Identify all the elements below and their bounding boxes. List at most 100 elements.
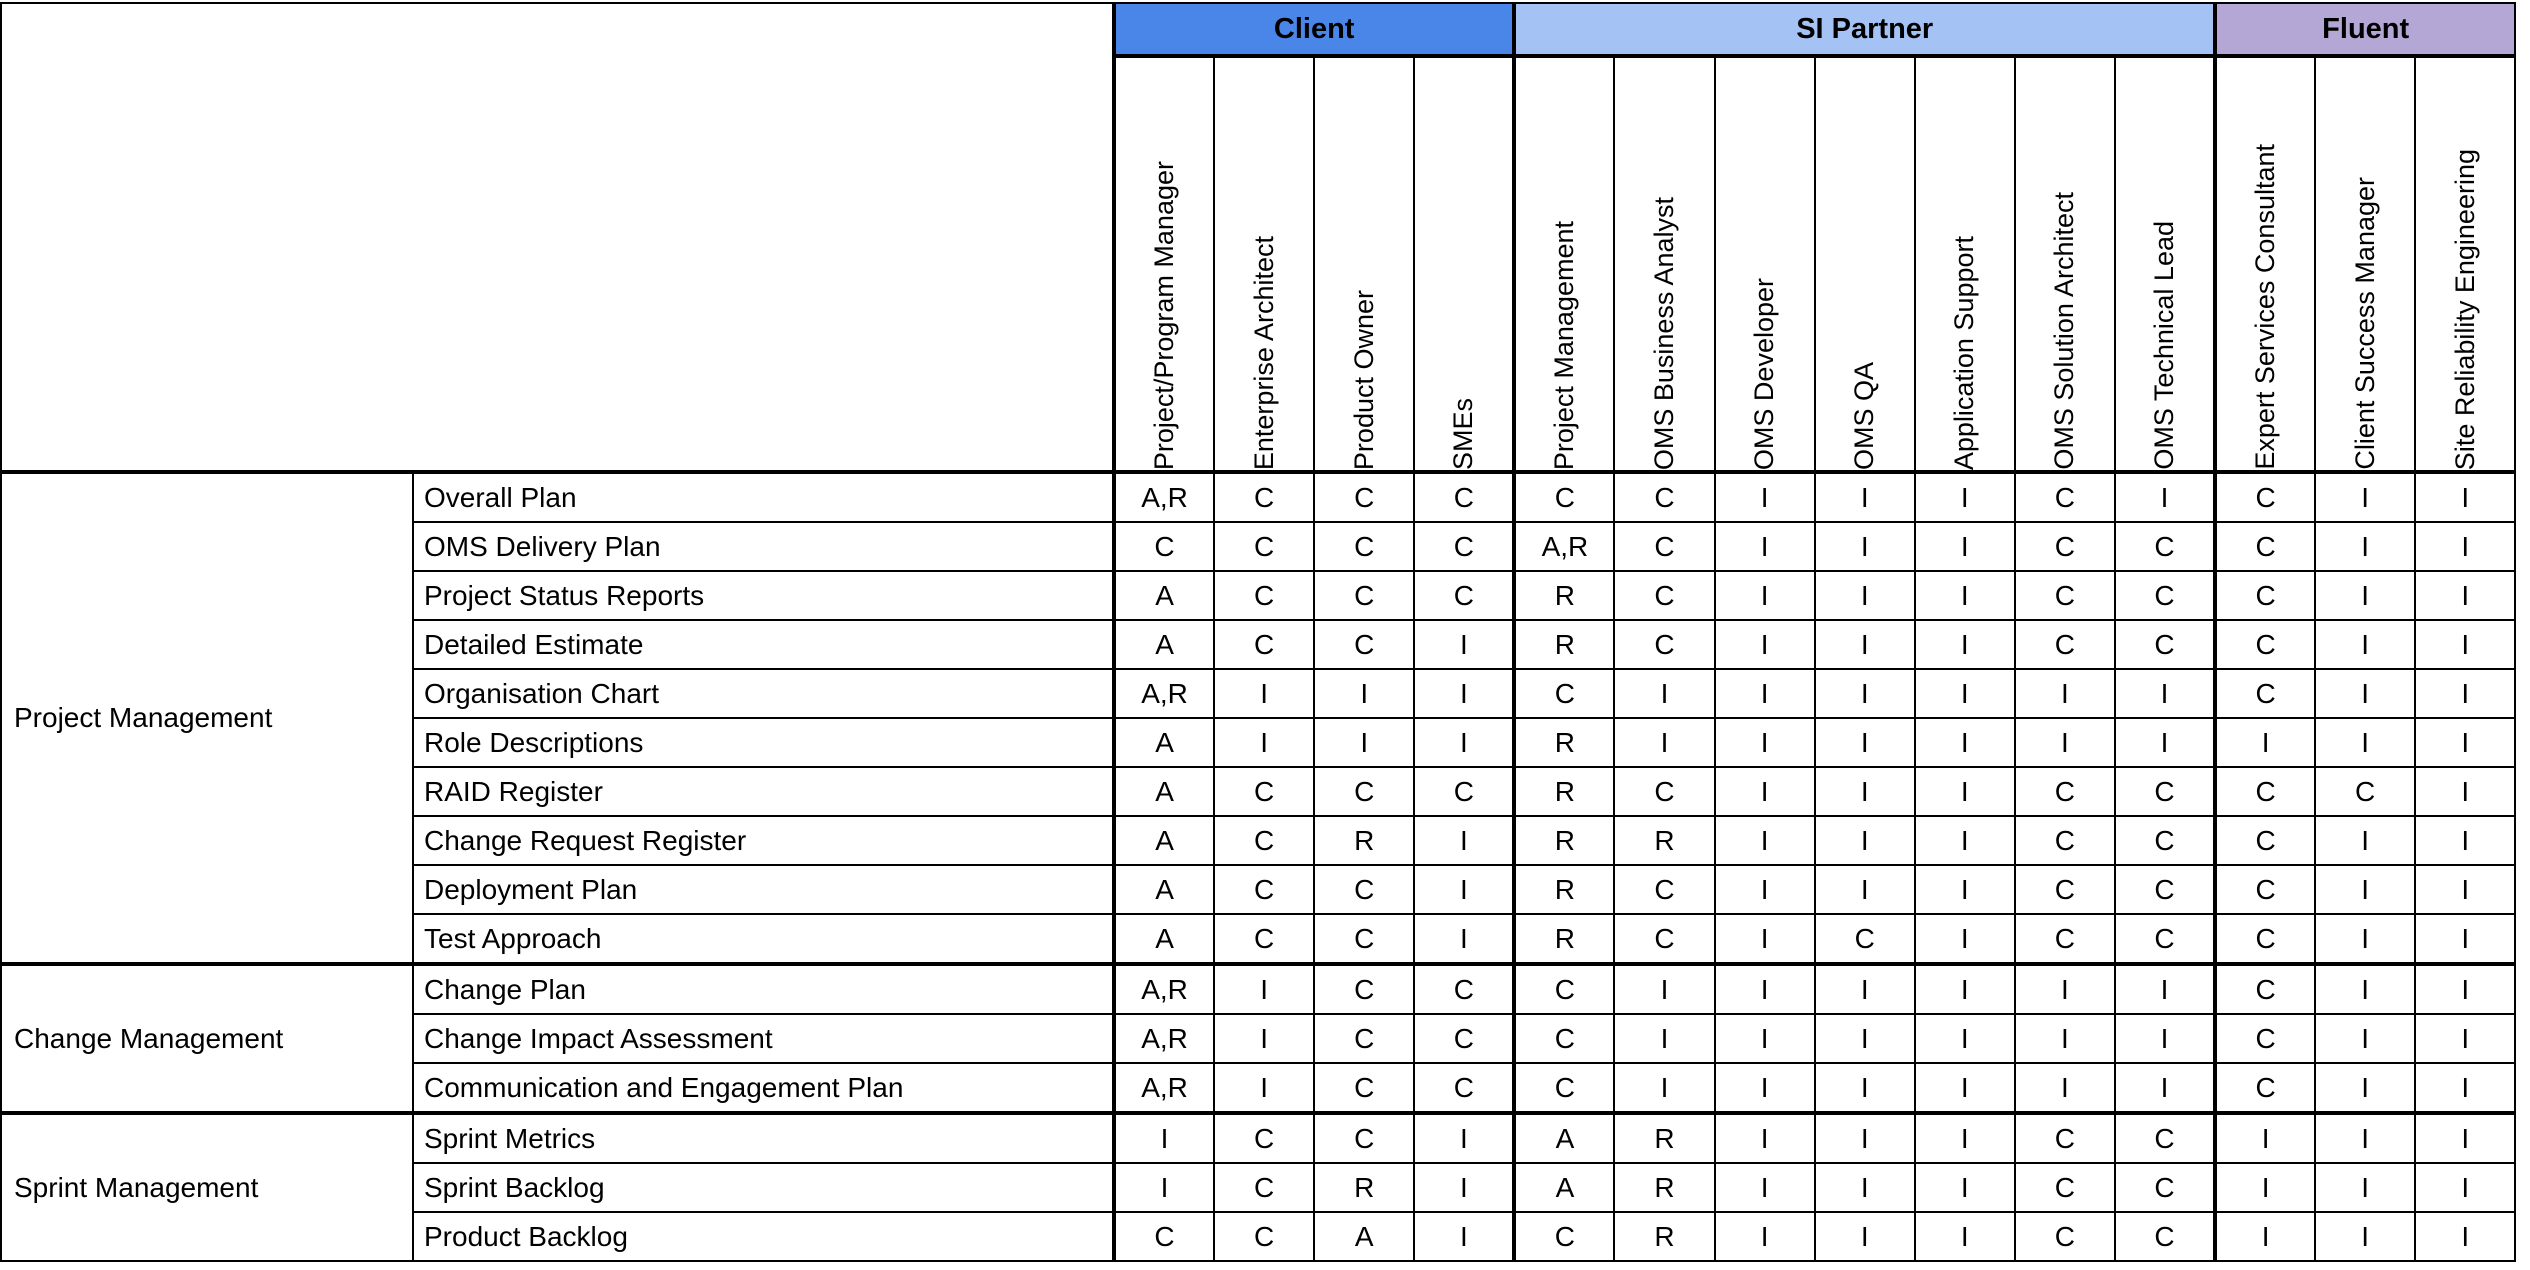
raci-value-cell: C <box>2013 470 2116 523</box>
raci-value-cell: C <box>1313 1062 1416 1114</box>
role-header: Expert Services Consultant <box>2213 55 2317 473</box>
raci-value-cell: I <box>2414 619 2517 670</box>
raci-value-cell: C <box>1413 521 1516 572</box>
raci-value-cell: A <box>1111 864 1216 915</box>
raci-value-cell: I <box>1913 717 2016 768</box>
raci-value-cell: I <box>1913 864 2016 915</box>
raci-value-cell: C <box>1213 521 1316 572</box>
raci-value-cell: I <box>1913 1162 2016 1213</box>
raci-value-cell: C <box>1213 1111 1316 1164</box>
raci-value-cell: C <box>2213 1062 2317 1114</box>
raci-value-cell: I <box>2314 815 2417 866</box>
raci-value-cell: A <box>1313 1211 1416 1262</box>
role-label: Site Reliability Engineering <box>2449 148 2480 470</box>
raci-value-cell: R <box>1512 864 1616 915</box>
raci-value-cell: R <box>1613 815 1716 866</box>
role-label: OMS Technical Lead <box>2148 221 2179 470</box>
raci-value-cell: I <box>1813 1062 1916 1114</box>
raci-value-cell: I <box>1613 668 1716 719</box>
raci-value-cell: C <box>2213 766 2317 817</box>
raci-value-cell: I <box>2213 717 2317 768</box>
raci-value-cell: C <box>1213 470 1316 523</box>
deliverable-cell: RAID Register <box>412 766 1115 817</box>
raci-value-cell: C <box>1111 521 1216 572</box>
role-header: Project Management <box>1512 55 1616 473</box>
raci-value-cell: C <box>1413 470 1516 523</box>
role-label: Client Success Manager <box>2349 177 2380 470</box>
raci-value-cell: C <box>1313 766 1416 817</box>
raci-value-cell: I <box>2314 470 2417 523</box>
raci-value-cell: R <box>1313 815 1416 866</box>
role-label: OMS QA <box>1849 361 1880 470</box>
raci-value-cell: A <box>1512 1162 1616 1213</box>
raci-value-cell: A,R <box>1512 521 1616 572</box>
table-row: RAID Register A C C C R C I I I C C C C I <box>1 766 2517 817</box>
deliverable-cell: Change Plan <box>412 962 1115 1015</box>
raci-value-cell: C <box>1313 521 1416 572</box>
role-header: OMS Business Analyst <box>1613 55 1716 473</box>
raci-value-cell: I <box>1913 815 2016 866</box>
table-row: Sprint Backlog I C R I A R I I I C C I I I <box>1 1162 2517 1213</box>
raci-value-cell: I <box>1713 619 1816 670</box>
raci-value-cell: I <box>2113 717 2217 768</box>
raci-value-cell: C <box>1213 864 1316 915</box>
raci-value-cell: C <box>2113 815 2217 866</box>
role-header: OMS Solution Architect <box>2013 55 2116 473</box>
deliverable-cell: Communication and Engagement Plan <box>412 1062 1115 1114</box>
raci-value-cell: C <box>1313 619 1416 670</box>
raci-value-cell: I <box>2314 668 2417 719</box>
raci-value-cell: C <box>2213 521 2317 572</box>
raci-value-cell: I <box>2113 470 2217 523</box>
raci-value-cell: C <box>1512 470 1616 523</box>
role-header: Site Reliability Engineering <box>2414 55 2517 473</box>
raci-value-cell: I <box>1413 619 1516 670</box>
table-row: Project Management Overall Plan A,R C C C C C I I… <box>0 470 2517 965</box>
raci-value-cell: I <box>2213 1211 2317 1262</box>
raci-value-cell: I <box>1813 470 1916 523</box>
raci-value-cell: C <box>1613 570 1716 621</box>
deliverable-cell: OMS Delivery Plan <box>412 521 1115 572</box>
raci-value-cell: I <box>1213 668 1316 719</box>
role-header: OMS Developer <box>1713 55 1816 473</box>
raci-value-cell: I <box>2314 717 2417 768</box>
raci-value-cell: I <box>1913 1111 2016 1164</box>
raci-value-cell: C <box>1213 1162 1316 1213</box>
raci-value-cell: C <box>1313 1013 1416 1064</box>
raci-value-cell: I <box>2113 668 2217 719</box>
raci-value-cell: C <box>1213 1211 1316 1262</box>
raci-value-cell: C <box>2213 815 2317 866</box>
raci-value-cell: C <box>2213 864 2317 915</box>
role-label: SMEs <box>1448 397 1479 470</box>
raci-value-cell: C <box>1613 766 1716 817</box>
raci-value-cell: I <box>1713 1013 1816 1064</box>
raci-value-cell: C <box>2013 913 2116 965</box>
raci-value-cell: I <box>1613 962 1716 1015</box>
raci-value-cell: I <box>2013 668 2116 719</box>
raci-value-cell: C <box>2013 1111 2116 1164</box>
deliverable-cell: Role Descriptions <box>412 717 1115 768</box>
raci-value-cell: I <box>2414 470 2517 523</box>
raci-value-cell: I <box>2314 521 2417 572</box>
raci-value-cell: C <box>1313 470 1416 523</box>
category-cell: Sprint Management <box>0 1111 414 1262</box>
raci-value-cell: I <box>2414 913 2517 965</box>
raci-value-cell: I <box>2414 570 2517 621</box>
raci-value-cell: I <box>1613 1013 1716 1064</box>
raci-value-cell: I <box>1413 1211 1516 1262</box>
raci-value-cell: I <box>1913 1062 2016 1114</box>
raci-value-cell: I <box>1913 470 2016 523</box>
raci-value-cell: C <box>1613 470 1716 523</box>
raci-value-cell: I <box>1613 717 1716 768</box>
raci-value-cell: C <box>2013 864 2116 915</box>
raci-value-cell: C <box>2213 470 2317 523</box>
raci-value-cell: I <box>2414 766 2517 817</box>
role-header: Product Owner <box>1313 55 1416 473</box>
raci-value-cell: I <box>1713 815 1816 866</box>
raci-value-cell: C <box>1613 864 1716 915</box>
deliverable-cell: Sprint Metrics <box>412 1111 1115 1164</box>
raci-value-cell: I <box>1813 668 1916 719</box>
table-row: Project Status Reports A C C C R C I I I C C C I I <box>1 570 2517 621</box>
raci-value-cell: I <box>2414 1211 2517 1262</box>
deliverable-cell: Detailed Estimate <box>412 619 1115 670</box>
raci-value-cell: I <box>2314 1211 2417 1262</box>
